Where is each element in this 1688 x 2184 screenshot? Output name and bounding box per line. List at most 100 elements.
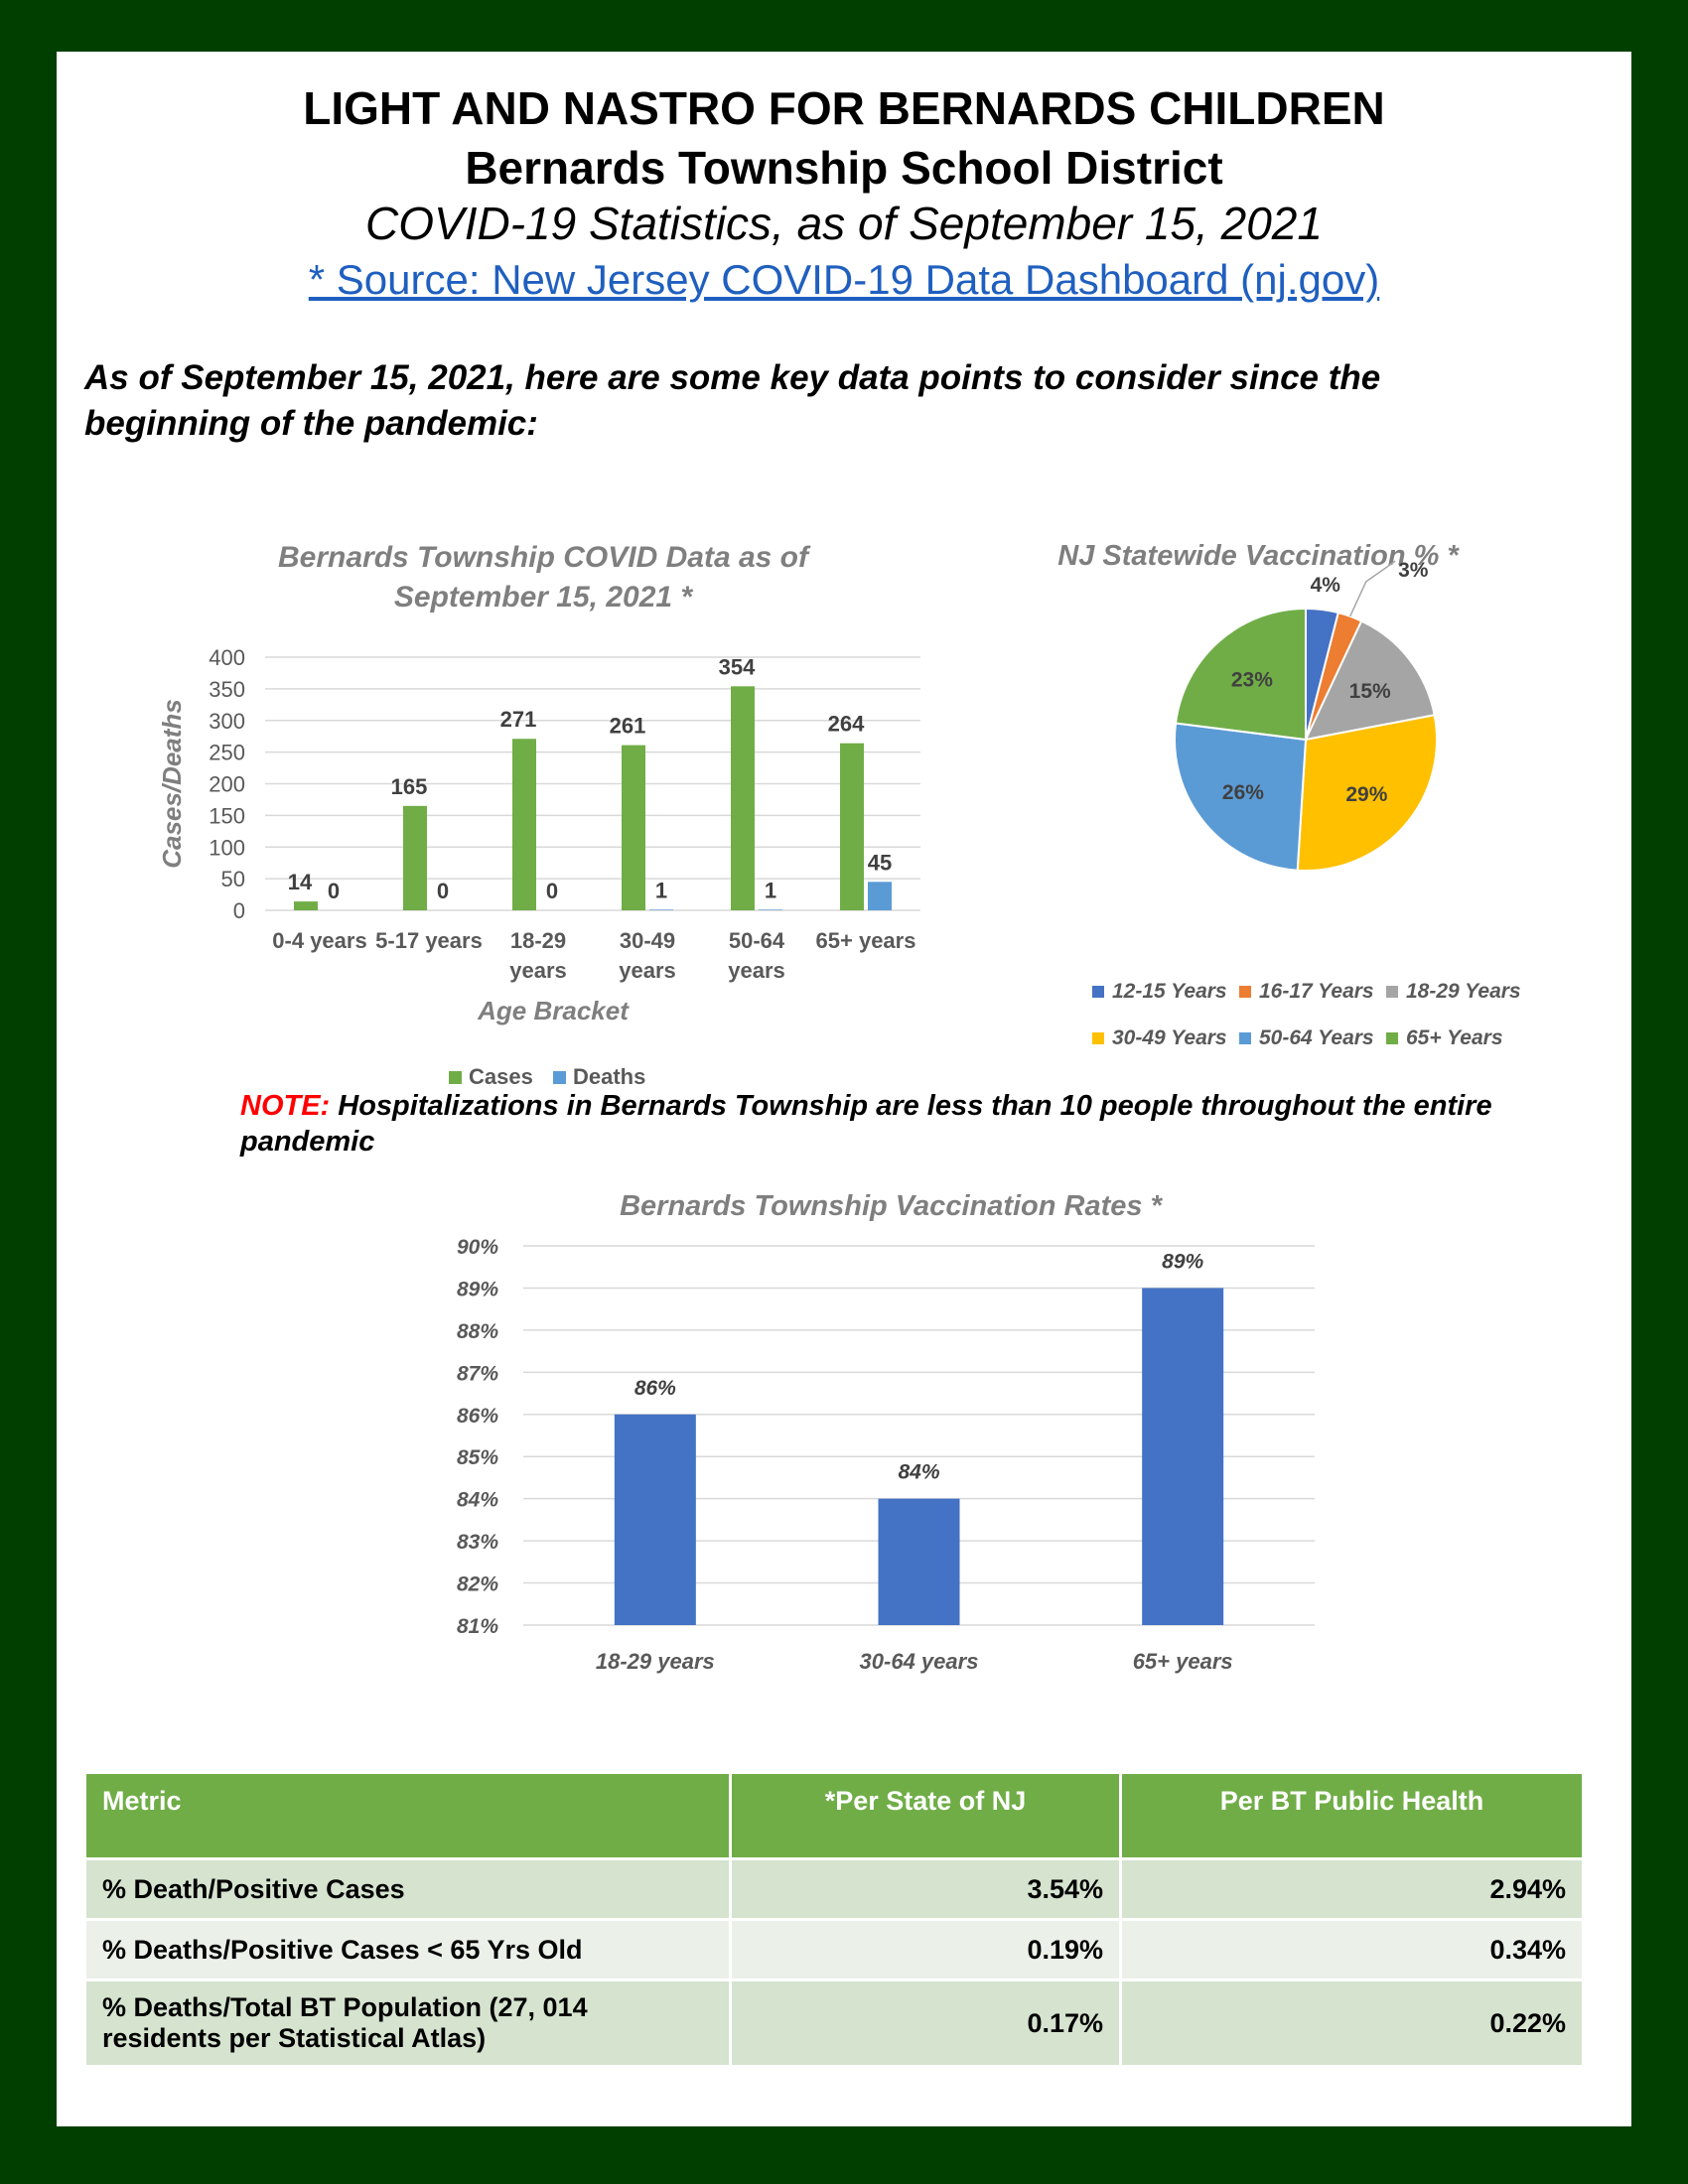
y-tick-label: 83% <box>457 1531 498 1554</box>
y-tick-label: 88% <box>457 1320 498 1343</box>
pie-slice <box>1174 607 1307 742</box>
bar-cases <box>512 739 536 910</box>
note-text: Hospitalizations in Bernards Township ar… <box>240 1090 1492 1158</box>
x-tick-label: years <box>728 958 785 983</box>
bar-cases <box>403 805 427 910</box>
x-tick-label: 5-17 years <box>375 928 483 953</box>
legend-swatch <box>1092 1032 1104 1044</box>
table-cell-state: 3.54% <box>730 1857 1122 1920</box>
note-prefix: NOTE: <box>240 1090 331 1122</box>
data-label: 86% <box>634 1377 676 1400</box>
y-tick-label: 100 <box>209 835 245 860</box>
legend-label: 16-17 Years <box>1259 980 1374 1003</box>
township-covid-bar-chart: Bernards Township COVID Data as of Septem… <box>157 541 920 1089</box>
data-label: 89% <box>1162 1250 1203 1273</box>
bar-cases <box>840 743 864 910</box>
bar-cases <box>294 901 318 910</box>
table-row: % Deaths/Total BT Population (27, 014 re… <box>86 1979 1582 2065</box>
table-cell-bt: 0.22% <box>1120 1979 1582 2065</box>
table-cell-metric: % Death/Positive Cases <box>86 1857 732 1920</box>
x-tick-label: years <box>619 958 676 983</box>
y-tick-label: 400 <box>209 645 245 670</box>
bar-deaths <box>759 909 782 910</box>
stats-date-line: COVID-19 Statistics, as of September 15,… <box>365 198 1323 249</box>
pie-slice <box>1296 714 1438 872</box>
bar-deaths <box>649 909 673 910</box>
data-label: 354 <box>719 654 756 679</box>
x-tick-label: 18-29 years <box>596 1649 715 1674</box>
y-tick-label: 300 <box>209 709 245 734</box>
data-label: 271 <box>500 707 537 732</box>
legend-label: Cases <box>469 1064 533 1089</box>
slice-label: 29% <box>1345 783 1387 806</box>
nj-vaccination-pie-chart: NJ Statewide Vaccination % *4% 3% 15% 29% 26… <box>1057 540 1521 1049</box>
slice-label: 3% <box>1398 559 1429 582</box>
table-row: % Deaths/Positive Cases < 65 Yrs Old 0.1… <box>86 1918 1582 1980</box>
slice-label: 23% <box>1231 669 1273 692</box>
y-axis-label: Cases/Deaths <box>157 699 187 869</box>
table-cell-metric: % Deaths/Total BT Population (27, 014 re… <box>86 1979 732 2065</box>
bar-cases <box>731 686 755 910</box>
leader-line <box>1349 560 1396 617</box>
data-label: 45 <box>868 850 892 875</box>
chart-title: Bernards Township Vaccination Rates * <box>620 1190 1163 1222</box>
legend-label: 50-64 Years <box>1259 1026 1374 1049</box>
x-axis-label: Age Bracket <box>477 996 630 1025</box>
slice-label: 4% <box>1311 574 1341 597</box>
data-label: 14 <box>288 870 313 894</box>
y-tick-label: 150 <box>209 803 245 828</box>
page-sheet: LIGHT AND NASTRO FOR BERNARDS CHILDREN B… <box>57 52 1631 2126</box>
township-vaccination-bar-chart: Bernards Township Vaccination Rates * 81%… <box>457 1190 1315 1674</box>
bar-vaccination-rate <box>878 1498 960 1625</box>
data-label: 264 <box>828 712 865 737</box>
data-label: 165 <box>391 774 428 799</box>
y-tick-label: 84% <box>457 1489 498 1512</box>
source-link[interactable]: * Source: New Jersey COVID-19 Data Dashb… <box>308 256 1380 303</box>
y-tick-label: 82% <box>457 1573 498 1596</box>
y-tick-label: 250 <box>209 741 245 765</box>
x-tick-label: 18-29 <box>510 928 566 953</box>
data-label: 84% <box>898 1461 939 1484</box>
x-tick-label: 0-4 years <box>272 928 366 953</box>
legend-swatch <box>1239 1032 1251 1044</box>
bar-vaccination-rate <box>1142 1288 1224 1625</box>
y-tick-label: 85% <box>457 1446 498 1469</box>
y-tick-label: 81% <box>457 1615 498 1638</box>
chart-title: September 15, 2021 * <box>394 581 694 614</box>
table-header-bt-health: Per BT Public Health <box>1120 1774 1582 1859</box>
y-tick-label: 89% <box>457 1278 498 1300</box>
slice-label: 26% <box>1222 781 1264 804</box>
metrics-table: Metric *Per State of NJ Per BT Public He… <box>86 1774 1582 2065</box>
x-tick-label: 30-49 <box>620 928 675 953</box>
slice-label: 15% <box>1349 680 1391 703</box>
legend-label: 65+ Years <box>1406 1026 1503 1049</box>
table-header-state: *Per State of NJ <box>730 1774 1122 1859</box>
legend-swatch <box>1239 986 1251 998</box>
table-header-metric: Metric <box>86 1774 732 1859</box>
y-tick-label: 0 <box>233 898 245 923</box>
data-label: 0 <box>437 879 449 903</box>
y-tick-label: 87% <box>457 1362 498 1385</box>
table-cell-metric: % Deaths/Positive Cases < 65 Yrs Old <box>86 1918 732 1980</box>
intro-text: As of September 15, 2021, here are some … <box>84 358 1381 443</box>
legend-label: 12-15 Years <box>1112 980 1227 1003</box>
legend-swatch <box>553 1071 566 1084</box>
y-tick-label: 200 <box>209 772 245 797</box>
legend-swatch <box>449 1071 462 1084</box>
y-tick-label: 86% <box>457 1405 498 1428</box>
data-label: 1 <box>655 878 667 902</box>
legend-label: 30-49 Years <box>1112 1026 1227 1049</box>
hospitalization-note: NOTE: Hospitalizations in Bernards Towns… <box>240 1088 1531 1160</box>
pie-slice <box>1174 722 1308 872</box>
chart-title: NJ Statewide Vaccination % * <box>1057 540 1460 572</box>
legend-label: 18-29 Years <box>1406 980 1521 1003</box>
bar-vaccination-rate <box>614 1414 696 1625</box>
page-subtitle: Bernards Township School District <box>465 142 1223 194</box>
x-tick-label: 65+ years <box>816 928 916 953</box>
table-cell-state: 0.17% <box>730 1979 1122 2065</box>
table-cell-bt: 0.34% <box>1120 1918 1582 1980</box>
y-tick-label: 90% <box>457 1236 498 1259</box>
legend-swatch <box>1386 986 1398 998</box>
table-cell-bt: 2.94% <box>1120 1857 1582 1920</box>
chart-title: Bernards Township COVID Data as of <box>278 541 811 574</box>
